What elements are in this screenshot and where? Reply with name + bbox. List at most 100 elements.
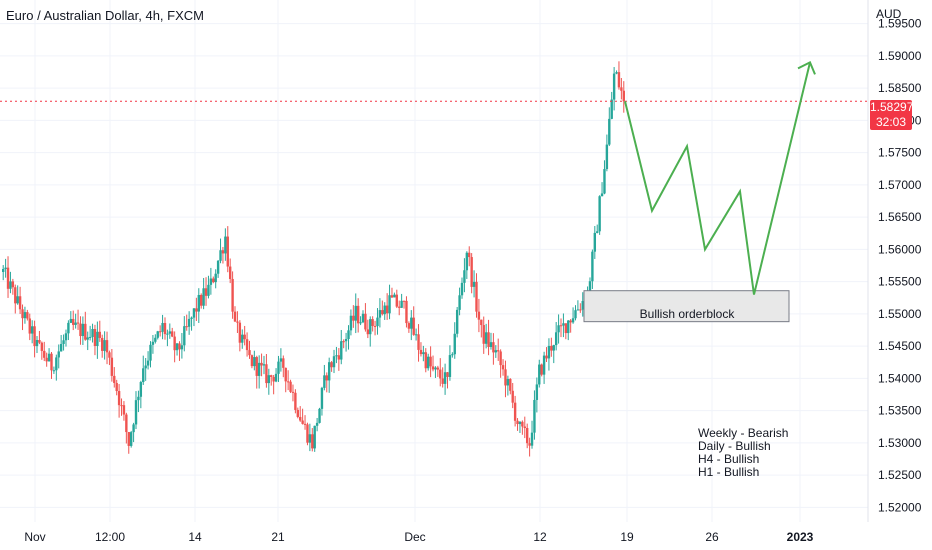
candle-body [547, 345, 551, 359]
candle-body [612, 73, 616, 100]
candle-body [489, 342, 493, 347]
candle-body [499, 351, 502, 366]
candle-body [511, 390, 514, 403]
price-tick-label: 1.55500 [878, 275, 922, 289]
candle-body [96, 331, 99, 347]
candle-body [509, 378, 512, 391]
candle-body [50, 353, 53, 371]
candle-body [69, 318, 73, 323]
candle-body [185, 326, 188, 328]
candle-body [540, 364, 543, 375]
candle-body [291, 391, 295, 393]
candle-body [448, 355, 452, 377]
candle-body [419, 349, 423, 355]
candle-body [212, 278, 215, 283]
candle-body [115, 382, 118, 392]
candle-body [144, 365, 147, 369]
candle-body [533, 399, 536, 433]
price-tick-label: 1.59500 [878, 17, 922, 31]
candle-body [378, 310, 382, 318]
candle-body [306, 424, 309, 443]
candle-body [197, 294, 200, 312]
candle-body [617, 72, 621, 88]
candle-body [231, 278, 234, 312]
candle-body [35, 340, 39, 347]
candle-body [33, 326, 36, 347]
candle-body [412, 317, 415, 335]
candle-body [277, 361, 280, 374]
candle-body [581, 301, 584, 310]
price-tick-label: 1.57500 [878, 146, 922, 160]
projection-path[interactable] [624, 62, 811, 295]
time-tick-label: 21 [271, 530, 285, 544]
grid-lines [0, 0, 868, 522]
candle-body [347, 330, 350, 339]
candle-body [214, 273, 217, 283]
candle-body [591, 251, 594, 282]
candle-body [262, 364, 266, 366]
candle-body [535, 384, 539, 400]
candle-body [110, 357, 114, 376]
candle-body [139, 382, 143, 397]
candle-body [216, 260, 220, 274]
candle-body [528, 443, 531, 446]
candle-body [289, 381, 292, 392]
time-tick-label: 12:00 [95, 530, 125, 544]
current-price-tag: 1.58297 32:03 [870, 100, 913, 130]
candle-body [98, 331, 101, 338]
candle-body [364, 313, 367, 330]
bias-h1: H1 - Bullish [698, 465, 760, 479]
candle-body [313, 425, 316, 449]
price-tick-label: 1.59000 [878, 49, 922, 63]
candle-body [405, 300, 408, 324]
candle-body [393, 294, 396, 298]
candle-body [308, 434, 312, 443]
bias-weekly: Weekly - Bearish [698, 426, 789, 440]
price-axis[interactable]: 1.595001.590001.585001.580001.575001.570… [878, 17, 922, 515]
candle-body [538, 364, 541, 385]
candle-body [468, 252, 471, 258]
candle-body [91, 328, 94, 337]
candle-body [571, 318, 575, 323]
candle-body [265, 364, 268, 384]
price-tick-label: 1.57000 [878, 178, 922, 192]
time-tick-label: 19 [620, 530, 634, 544]
candle-body [62, 340, 65, 344]
candle-body [354, 305, 357, 321]
candle-body [545, 355, 548, 359]
price-axis-unit: AUD [876, 7, 902, 21]
candle-body [315, 422, 319, 426]
candle-body [253, 357, 256, 367]
bar-countdown: 32:03 [875, 115, 907, 129]
candle-body [472, 281, 476, 287]
orderblock-box[interactable] [583, 290, 790, 323]
time-axis[interactable]: Nov 12:00 14 21 Dec 12 19 26 2023 [24, 530, 813, 544]
candle-body [294, 392, 297, 410]
candle-body [381, 310, 384, 315]
candle-body [359, 322, 362, 324]
candle-body [142, 368, 145, 383]
candle-body [88, 336, 92, 338]
candle-body [301, 420, 304, 424]
candle-body [84, 323, 87, 340]
candle-body [371, 319, 374, 326]
candle-body [113, 375, 116, 383]
candle-body [59, 343, 63, 352]
candle-body [190, 317, 193, 319]
candle-body [250, 355, 254, 367]
candle-body [38, 340, 41, 343]
candle-body [470, 257, 473, 287]
time-tick-label: Nov [24, 530, 45, 544]
candle-body [108, 352, 111, 358]
candle-body [400, 300, 403, 308]
candle-body [129, 432, 133, 446]
candle-body [221, 250, 225, 254]
candle-body [605, 144, 609, 170]
candle-body [600, 193, 604, 197]
candle-body [233, 311, 237, 322]
candle-body [260, 362, 263, 366]
candle-body [93, 328, 97, 347]
candle-body [492, 342, 495, 353]
candle-body [337, 355, 341, 360]
